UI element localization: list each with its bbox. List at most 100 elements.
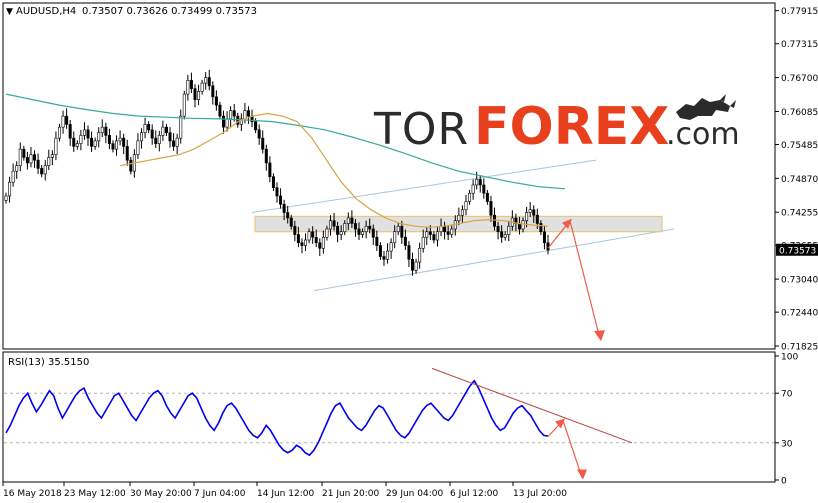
rsi-forecast-arrow-up <box>555 418 565 429</box>
candle-body <box>154 137 158 144</box>
chart-symbol: AUDUSD,H4 <box>16 6 76 17</box>
candle-body <box>204 77 208 84</box>
rsi-tick-label: 70 <box>781 390 793 400</box>
candle-body <box>79 135 83 144</box>
rsi-label: RSI(13) 35.5150 <box>8 357 89 368</box>
rsi-line <box>5 379 549 457</box>
candle-body <box>378 245 382 257</box>
candle-body <box>435 231 439 241</box>
candle-body <box>140 132 144 142</box>
price-tick-label: 0.76700 <box>781 74 818 84</box>
main-panel-frame <box>2 2 776 350</box>
channel-lower-line <box>313 228 675 292</box>
candle-body <box>61 115 65 128</box>
candle-body <box>150 129 154 139</box>
candle-body <box>218 104 222 117</box>
price-tick-label: 0.74870 <box>781 175 818 185</box>
candle-body <box>400 225 404 238</box>
candle-body <box>471 184 475 194</box>
candle-body <box>443 225 447 233</box>
candle-body <box>532 209 536 216</box>
candle-body <box>182 93 186 117</box>
candle-body <box>418 247 422 263</box>
time-tick-label: 13 Jul 20:00 <box>513 489 567 499</box>
candle-body <box>193 88 197 100</box>
rsi-tick-label: 30 <box>781 439 793 449</box>
candle-body <box>528 209 532 213</box>
candle-body <box>143 124 147 133</box>
candle-body <box>432 234 436 241</box>
candle-body <box>104 126 108 136</box>
candle-body <box>47 157 51 166</box>
price-tick-label: 0.75485 <box>781 141 818 151</box>
torforex-logo: TOR FOREX .com <box>373 94 740 157</box>
candle-body <box>493 214 497 227</box>
candle-body <box>289 217 293 227</box>
candle-body <box>271 176 275 189</box>
candle-body <box>389 242 393 252</box>
candle-body <box>279 195 283 205</box>
symbol-marker-icon: ▼ <box>6 7 13 17</box>
time-tick-label: 29 Jun 04:00 <box>386 489 443 499</box>
candle-body <box>222 115 226 128</box>
candle-body <box>410 258 414 271</box>
candle-body <box>68 124 72 139</box>
current-price-box <box>776 243 818 256</box>
bull-icon <box>676 94 736 120</box>
rsi-tick-label: 100 <box>781 353 798 363</box>
rsi-layer <box>4 367 774 480</box>
logo-com: .com <box>666 117 740 152</box>
candle-body <box>243 110 247 120</box>
candle-body <box>500 231 504 238</box>
candle-body <box>40 168 44 175</box>
candle-body <box>257 129 261 139</box>
axis-layer: 0.77915 0.77315 0.76700 0.76085 0.75485 0.748… <box>2 7 818 499</box>
candle-body <box>18 148 22 166</box>
candle-body <box>460 209 464 216</box>
candle-body <box>189 80 193 89</box>
candle-body <box>517 223 521 230</box>
candle-body <box>97 132 101 142</box>
candle-body <box>478 179 482 186</box>
candle-body <box>239 118 243 125</box>
candle-body <box>282 203 286 213</box>
candle-body <box>100 126 104 133</box>
candle-body <box>4 195 8 201</box>
candle-body <box>535 214 539 224</box>
candle-body <box>75 143 79 147</box>
candle-body <box>8 181 12 197</box>
main-layer <box>4 69 675 342</box>
candle-body <box>343 223 347 233</box>
candle-body <box>364 225 368 233</box>
candle-body <box>325 228 329 238</box>
candle-body <box>11 170 15 183</box>
candle-body <box>129 159 133 172</box>
candle-body <box>197 91 201 100</box>
rsi-forecast-arrow-down <box>577 469 587 480</box>
ma-fast-line <box>119 112 549 228</box>
candle-body <box>346 217 350 224</box>
candle-body <box>118 137 122 142</box>
candle-body <box>33 154 37 161</box>
candle-body <box>172 140 176 147</box>
candle-body <box>157 135 161 144</box>
candle-body <box>161 126 165 136</box>
candle-body <box>86 129 90 139</box>
candle-body <box>475 179 479 186</box>
price-tick-label: 0.71825 <box>781 343 818 353</box>
candle-body <box>496 225 500 233</box>
candle-body <box>368 225 372 230</box>
candle-body <box>36 159 40 169</box>
candle-body <box>286 212 290 219</box>
price-tick-label: 0.77915 <box>781 7 818 17</box>
channel-upper-line <box>251 159 597 213</box>
candle-body <box>115 140 119 150</box>
candle-body <box>211 85 215 98</box>
candle-body <box>15 165 19 172</box>
candle-body <box>111 143 115 150</box>
candle-body <box>275 187 279 197</box>
candle-body <box>507 225 511 235</box>
candle-body <box>336 225 340 235</box>
candle-body <box>468 192 472 202</box>
